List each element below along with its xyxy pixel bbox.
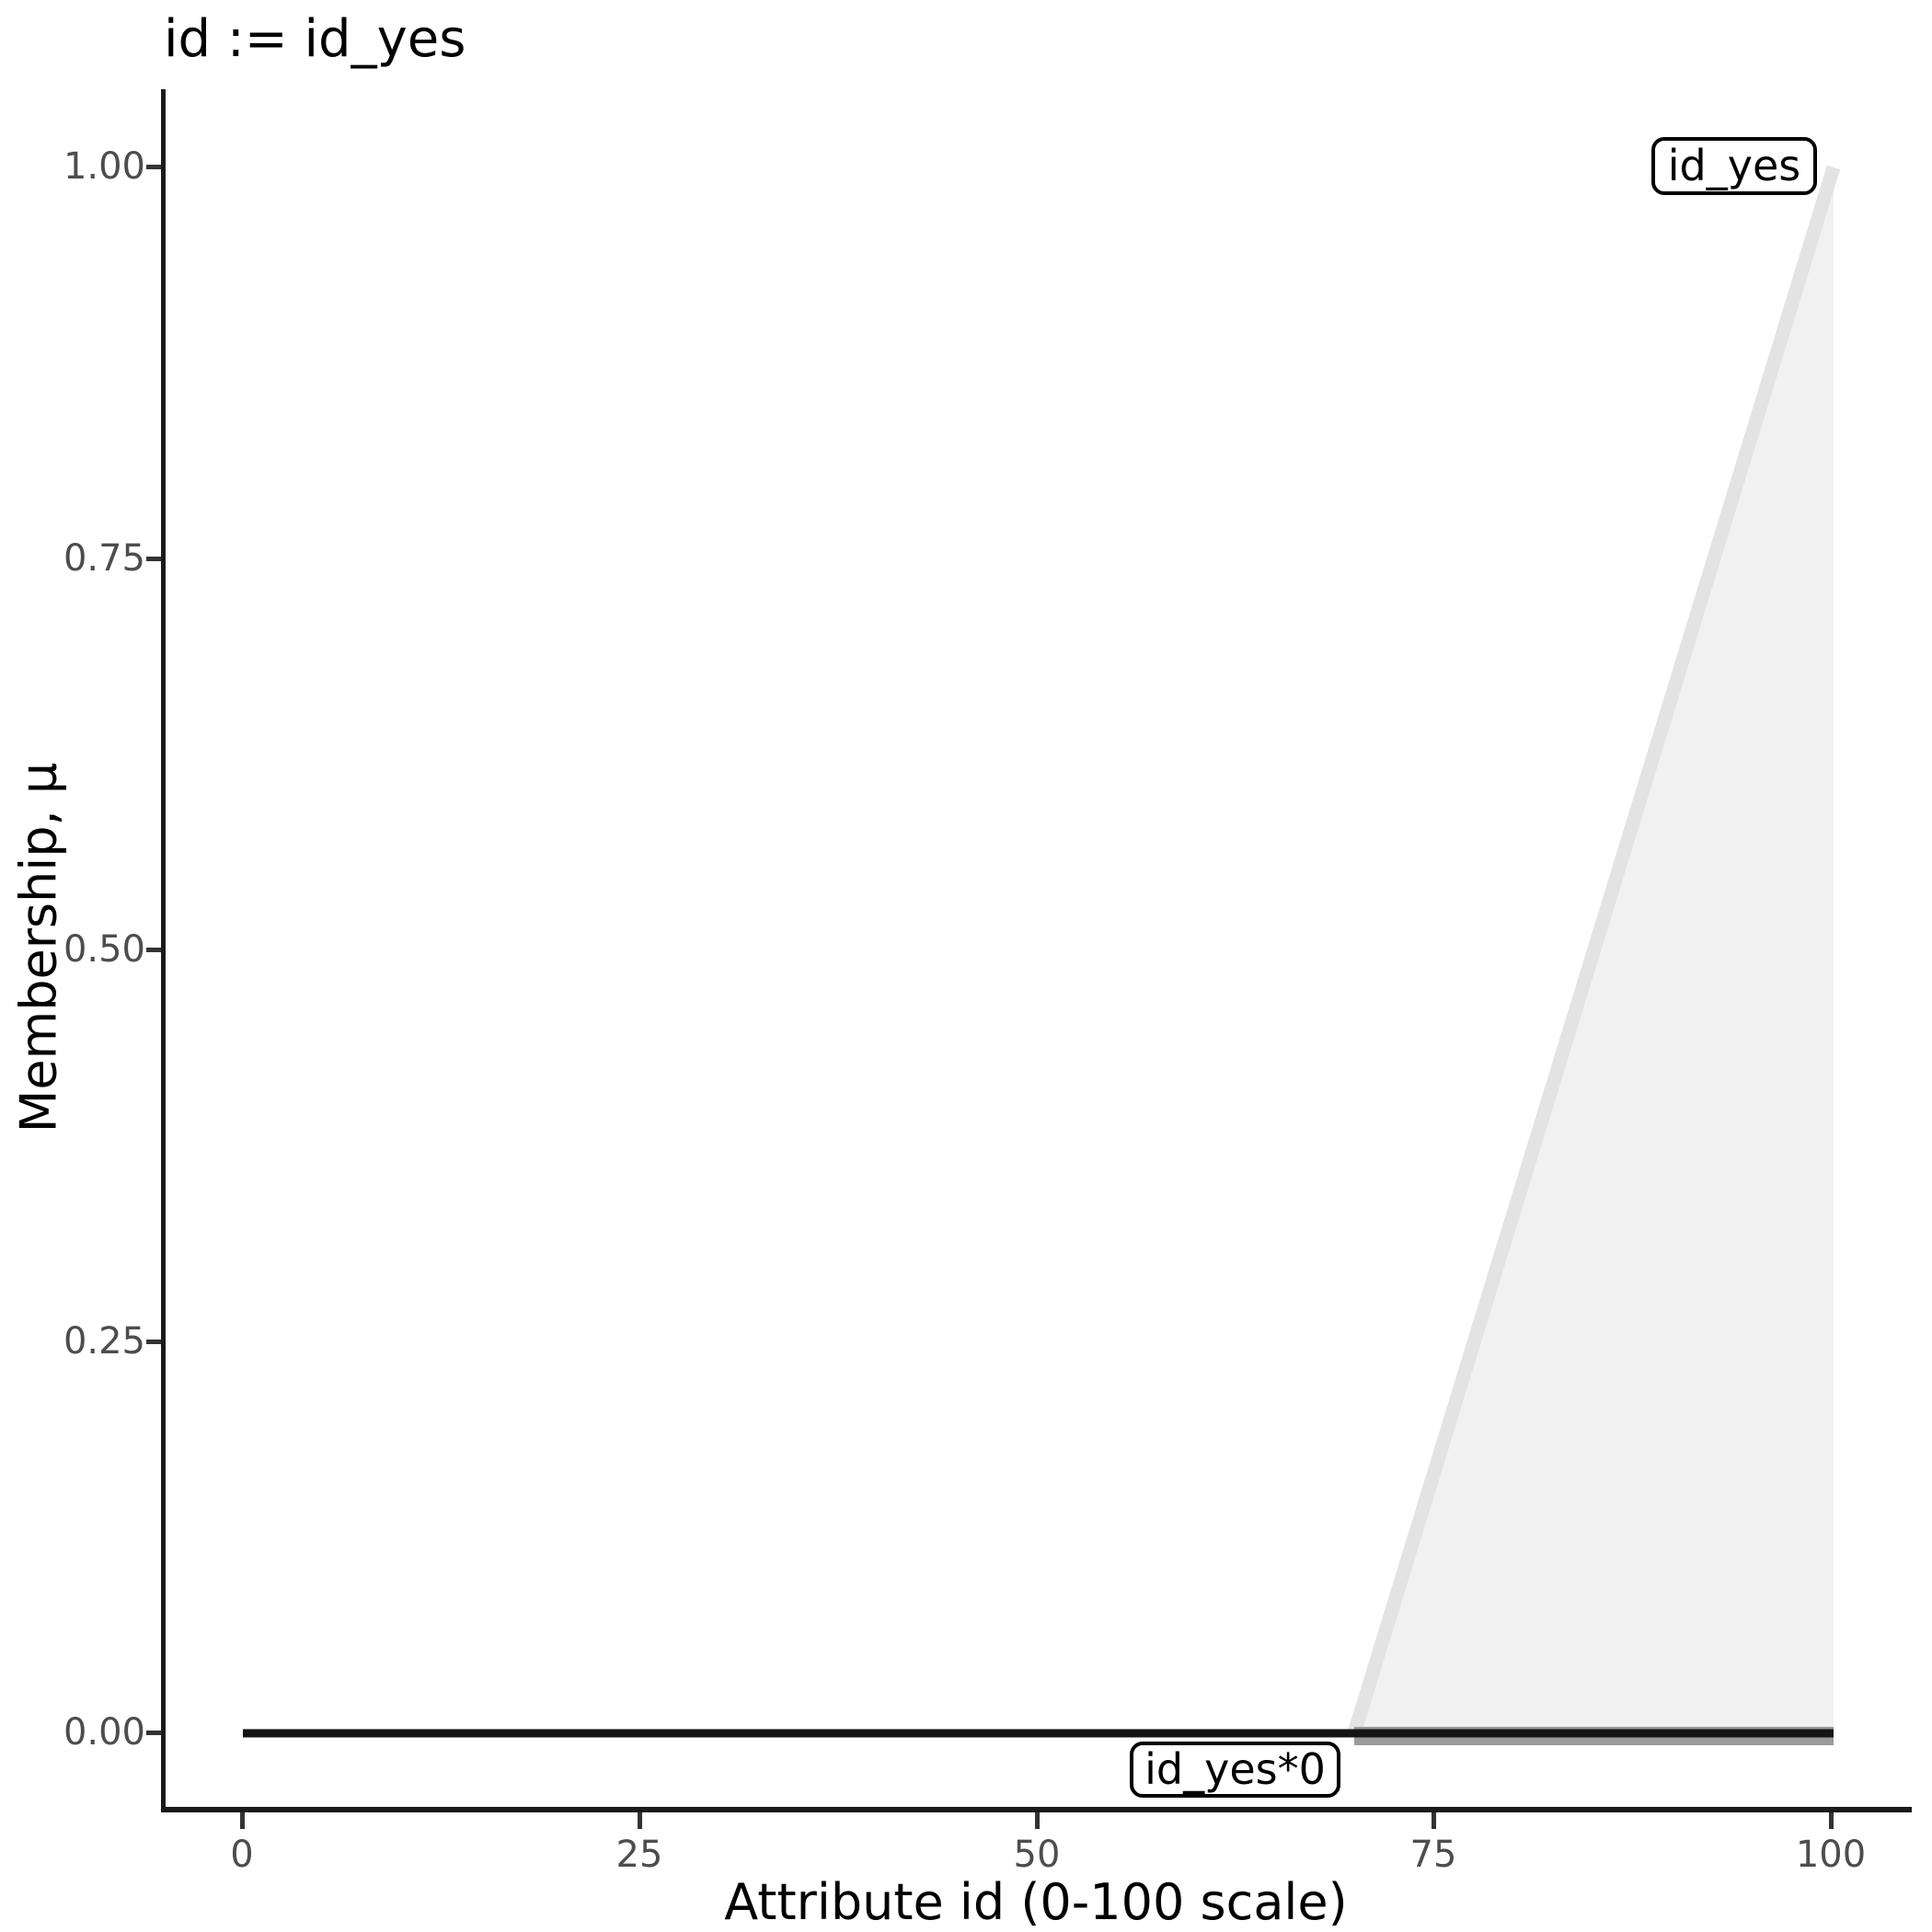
x-tick-label: 50 (1013, 1834, 1061, 1876)
x-tick-mark (638, 1812, 642, 1829)
result-label: id_yes*0 (1144, 1744, 1326, 1794)
y-tick-label: 0.50 (63, 928, 145, 971)
y-tick-label: 0.00 (63, 1711, 145, 1754)
y-tick-label: 0.75 (63, 537, 145, 580)
x-tick-label: 100 (1795, 1834, 1867, 1876)
x-tick-mark (1035, 1812, 1040, 1829)
x-axis-title: Attribute id (0-100 scale) (724, 1873, 1348, 1931)
y-tick-mark (146, 1731, 161, 1735)
y-tick-mark (146, 948, 161, 952)
y-tick-mark (146, 557, 161, 561)
x-tick-mark (240, 1812, 245, 1829)
function-label-box: id_yes (1651, 137, 1817, 195)
x-tick-label: 0 (230, 1834, 254, 1876)
y-axis-line (161, 89, 166, 1812)
x-tick-mark (1432, 1812, 1436, 1829)
y-tick-mark (146, 1340, 161, 1344)
y-tick-label: 1.00 (63, 145, 145, 188)
x-tick-label: 25 (615, 1834, 663, 1876)
result-label-box: id_yes*0 (1130, 1742, 1340, 1798)
y-tick-mark (146, 165, 161, 169)
membership-function-line (1347, 165, 1841, 1736)
x-tick-label: 75 (1409, 1834, 1457, 1876)
plot-title: id := id_yes (164, 9, 466, 69)
function-label: id_yes (1667, 141, 1801, 190)
x-tick-mark (1829, 1812, 1834, 1829)
y-tick-label: 0.25 (63, 1320, 145, 1363)
x-axis-line (161, 1807, 1912, 1812)
